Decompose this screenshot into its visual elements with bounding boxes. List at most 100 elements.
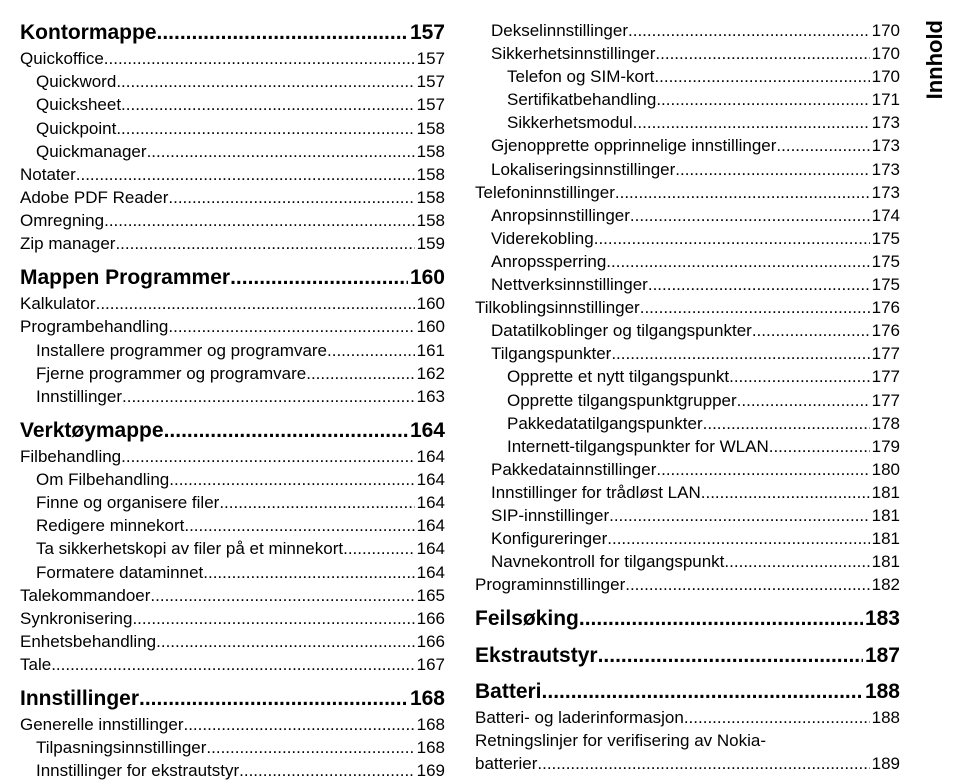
toc-entry-label: Nettverksinnstillinger (491, 274, 648, 296)
toc-entry-page: 168 (408, 686, 445, 712)
toc-leader-dots: ........................................… (168, 187, 414, 209)
toc-entry-page: 164 (415, 562, 445, 584)
toc-leader-dots: ........................................… (729, 366, 870, 388)
toc-entry: Zip manager.............................… (20, 233, 445, 255)
toc-entry: Sikkerhetsmodul.........................… (475, 112, 900, 134)
toc-leader-dots: ........................................… (157, 20, 408, 46)
toc-entry-page: 160 (415, 293, 445, 315)
toc-entry-label: Kontormappe (20, 20, 157, 46)
toc-entry-label: Batteri- og laderinformasjon (475, 707, 684, 729)
toc-entry-page: 176 (870, 320, 900, 342)
toc-entry: Dekselinnstillinger.....................… (475, 20, 900, 42)
toc-entry-page: 168 (415, 714, 445, 736)
toc-entry: Innstillinger...........................… (20, 686, 445, 712)
toc-entry-page: 177 (870, 366, 900, 388)
toc-entry-page: 169 (415, 760, 445, 782)
toc-entry-label: Telefoninnstillinger (475, 182, 615, 204)
toc-leader-dots: ........................................… (537, 753, 869, 775)
toc-entry: Installere programmer og programvare....… (20, 340, 445, 362)
toc-entry-page: 174 (870, 205, 900, 227)
toc-leader-dots: ........................................… (655, 43, 869, 65)
toc-leader-dots: ........................................… (579, 606, 863, 632)
toc-leader-dots: ........................................… (147, 141, 415, 163)
toc-entry-label: Kalkulator (20, 293, 96, 315)
toc-entry-page: 168 (415, 737, 445, 759)
toc-leader-dots: ........................................… (648, 274, 870, 296)
toc-leader-dots: ........................................… (132, 608, 414, 630)
toc-leader-dots: ........................................… (122, 386, 415, 408)
toc-entry-page: 166 (415, 608, 445, 630)
toc-entry: Programinnstillinger....................… (475, 574, 900, 596)
toc-entry-label: Adobe PDF Reader (20, 187, 168, 209)
toc-entry-label: Tale (20, 654, 51, 676)
toc-entry-page: 175 (870, 228, 900, 250)
toc-entry-label: Programinnstillinger (475, 574, 625, 596)
toc-entry: Retningslinjer for verifisering av Nokia… (475, 730, 900, 752)
toc-entry: Pakkedatainnstillinger..................… (475, 459, 900, 481)
toc-entry: Talekommandoer..........................… (20, 585, 445, 607)
toc-entry: Generelle innstillinger.................… (20, 714, 445, 736)
toc-entry-page: 158 (415, 210, 445, 232)
toc-leader-dots: ........................................… (654, 66, 869, 88)
toc-entry-page: 177 (870, 343, 900, 365)
toc-entry-page: 164 (415, 515, 445, 537)
toc-leader-dots: ........................................… (104, 48, 415, 70)
toc-entry-page: 173 (870, 135, 900, 157)
toc-entry: Anropssperring..........................… (475, 251, 900, 273)
toc-entry: Quickword...............................… (20, 71, 445, 93)
toc-entry-page: 177 (870, 390, 900, 412)
toc-leader-dots: ........................................… (327, 340, 415, 362)
toc-entry-page: 175 (870, 251, 900, 273)
toc-entry: Opprette et nytt tilgangspunkt..........… (475, 366, 900, 388)
toc-entry-label: Formatere dataminnet (36, 562, 203, 584)
toc-leader-dots: ........................................… (609, 505, 870, 527)
toc-entry-page: 160 (408, 265, 445, 291)
toc-leader-dots: ........................................… (206, 737, 414, 759)
toc-entry-label: Generelle innstillinger (20, 714, 183, 736)
toc-entry: Programbehandling.......................… (20, 316, 445, 338)
toc-entry-page: 158 (415, 187, 445, 209)
toc-column-right: Dekselinnstillinger.....................… (475, 20, 900, 784)
toc-leader-dots: ........................................… (656, 89, 869, 111)
toc-entry-label: Sikkerhetsinnstillinger (491, 43, 655, 65)
toc-entry: Quicksheet..............................… (20, 94, 445, 116)
toc-entry-page: 170 (870, 43, 900, 65)
toc-entry-page: 164 (408, 418, 445, 444)
toc-entry-label: Enhetsbehandling (20, 631, 156, 653)
toc-entry: Innstillinger...........................… (20, 386, 445, 408)
toc-entry-page: 158 (415, 118, 445, 140)
toc-entry: Ta sikkerhetskopi av filer på et minneko… (20, 538, 445, 560)
toc-entry-page: 189 (870, 753, 900, 775)
toc-entry-label: Programbehandling (20, 316, 168, 338)
toc-entry-page: 180 (870, 459, 900, 481)
toc-entry-label: Sertifikatbehandling (507, 89, 656, 111)
toc-leader-dots: ........................................… (306, 363, 414, 385)
toc-leader-dots: ........................................… (594, 228, 870, 250)
toc-entry-page: 173 (870, 112, 900, 134)
toc-entry-page: 162 (415, 363, 445, 385)
toc-leader-dots: ........................................… (121, 446, 414, 468)
toc-entry-label: Pakkedatatilgangspunkter (507, 413, 703, 435)
toc-entry-page: 181 (870, 528, 900, 550)
toc-leader-dots: ........................................… (343, 538, 415, 560)
toc-entry: Batteri.................................… (475, 679, 900, 705)
toc-entry-label: Retningslinjer for verifisering av Nokia… (475, 730, 766, 752)
toc-entry: Feilsøking..............................… (475, 606, 900, 632)
toc-entry-page: 187 (863, 643, 900, 669)
toc-entry: Batteri- og laderinformasjon............… (475, 707, 900, 729)
toc-entry-page: 164 (415, 446, 445, 468)
toc-leader-dots: ........................................… (628, 20, 870, 42)
toc-leader-dots: ........................................… (115, 233, 414, 255)
toc-entry-label: Tilkoblingsinnstillinger (475, 297, 640, 319)
toc-column-left: Kontormappe.............................… (20, 20, 445, 784)
toc-entry: Sertifikatbehandling....................… (475, 89, 900, 111)
toc-entry-label: Omregning (20, 210, 104, 232)
toc-entry-page: 167 (415, 654, 445, 676)
toc-entry-label: Tilpasningsinnstillinger (36, 737, 206, 759)
toc-leader-dots: ........................................… (607, 528, 869, 550)
toc-entry-page: 175 (870, 274, 900, 296)
toc-leader-dots: ........................................… (724, 551, 869, 573)
toc-entry: Omregning...............................… (20, 210, 445, 232)
toc-leader-dots: ........................................… (164, 418, 408, 444)
toc-entry: Tale....................................… (20, 654, 445, 676)
